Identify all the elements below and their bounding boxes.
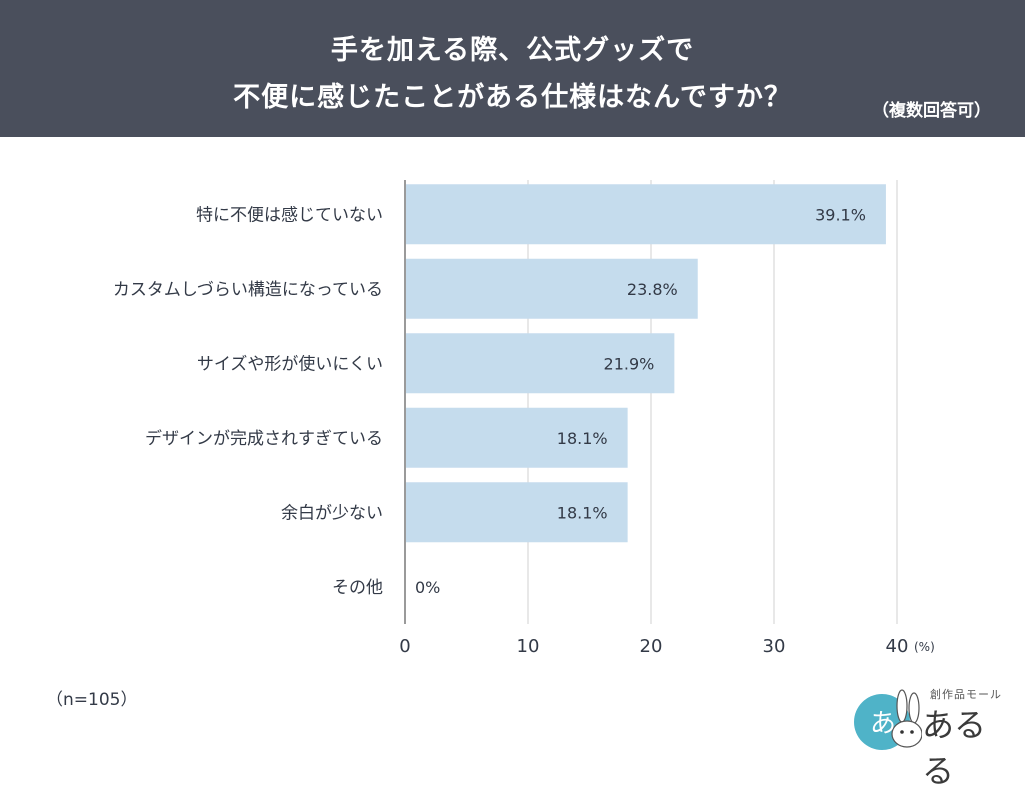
logo-badge-text: あ xyxy=(870,709,896,739)
category-label: その他 xyxy=(332,578,383,598)
sample-size-label: （n=105） xyxy=(46,690,138,710)
x-tick-label: 40 xyxy=(886,636,909,657)
title-line-1: 手を加える際、公式グッズで xyxy=(330,35,695,66)
x-tick-label: 30 xyxy=(763,636,786,657)
category-label: デザインが完成されすぎている xyxy=(145,428,383,449)
data-label: 0% xyxy=(415,578,440,597)
header-bar: 手を加える際、公式グッズで 不便に感じたことがある仕様はなんですか？ （複数回答… xyxy=(0,0,1025,137)
multiple-answer-note: （複数回答可） xyxy=(872,101,991,121)
category-label: 余白が少ない xyxy=(281,503,383,523)
data-label: 18.1% xyxy=(557,503,608,522)
x-unit-label: (%) xyxy=(914,640,935,654)
logo-main-text: あるる xyxy=(922,706,987,790)
bar xyxy=(405,482,628,543)
bar-chart: 0 10 20 30 40 (%) 特に不便は感じていない 39.1% カスタムしづらい構造にな… xyxy=(113,180,935,657)
logo-sub-text: 創作品モール xyxy=(930,688,1002,701)
x-tick-label: 0 xyxy=(399,636,410,657)
category-label: サイズや形が使いにくい xyxy=(197,353,383,374)
category-label: カスタムしづらい構造になっている xyxy=(113,280,383,300)
bar xyxy=(405,258,698,319)
data-label: 21.9% xyxy=(604,354,655,373)
data-label: 18.1% xyxy=(557,429,608,448)
data-label: 39.1% xyxy=(815,205,866,224)
data-label: 23.8% xyxy=(627,280,678,299)
bar xyxy=(405,407,628,468)
title-line-2: 不便に感じたことがある仕様はなんですか？ xyxy=(233,82,792,113)
rabbit-logo-icon: あ xyxy=(854,689,923,750)
bar xyxy=(405,184,886,245)
x-tick-label: 20 xyxy=(640,636,663,657)
aruru-logo: あ 創作品モール あるる xyxy=(852,686,1012,790)
x-tick-label: 10 xyxy=(517,636,540,657)
category-label: 特に不便は感じていない xyxy=(196,205,383,225)
bar xyxy=(405,333,675,394)
